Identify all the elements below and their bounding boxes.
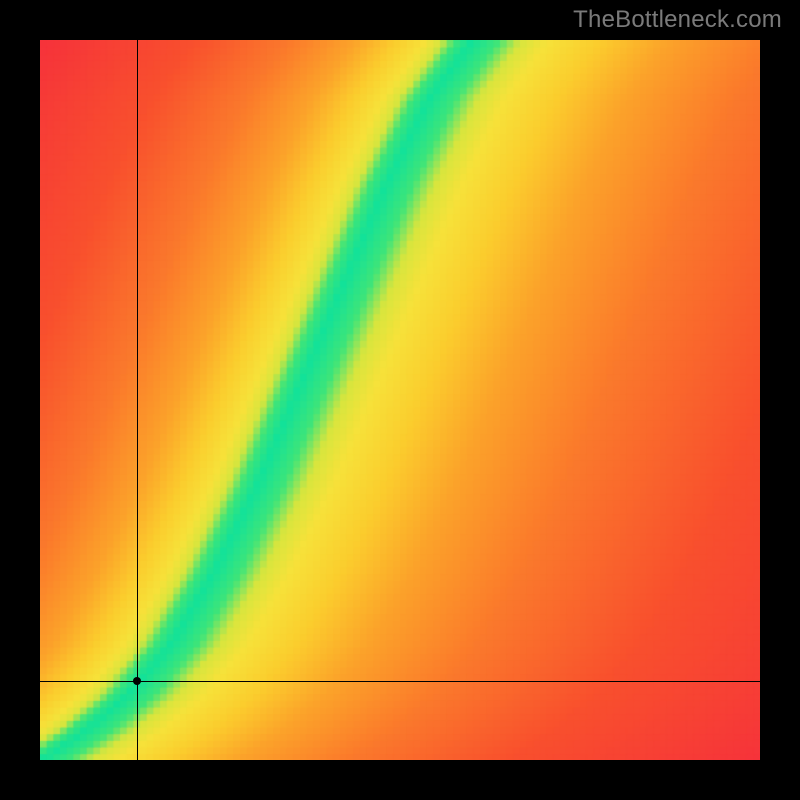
crosshair-horizontal xyxy=(40,681,760,682)
heatmap-plot xyxy=(40,40,760,760)
watermark-text: TheBottleneck.com xyxy=(573,6,782,34)
crosshair-vertical xyxy=(137,40,138,760)
crosshair-marker-dot xyxy=(133,677,141,685)
heatmap-canvas xyxy=(40,40,760,760)
